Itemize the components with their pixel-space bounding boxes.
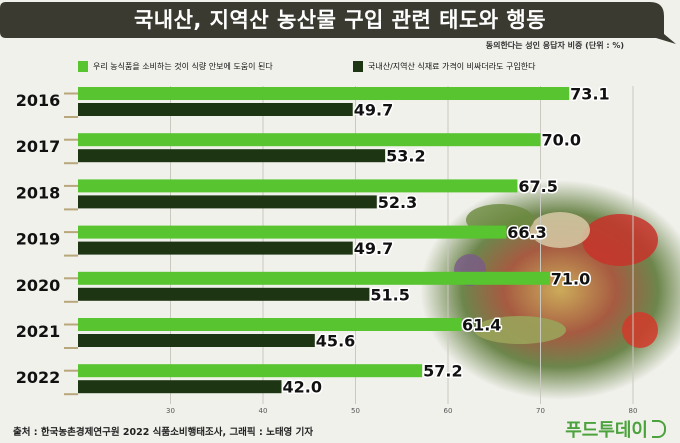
category-labels: 2016 2017 2018 2019 2020 2021 2022 [16,91,61,387]
brand-logo-icon [652,420,666,438]
bar-series-2 [78,195,377,209]
data-label: 45.6 [316,332,355,351]
x-tick-label: 30 [166,407,175,415]
bar-series-2 [78,103,353,116]
legend-label-series-1: 우리 농식품을 소비하는 것이 식량 안보에 도움이 된다 [93,62,273,71]
data-label: 70.0 [542,131,581,150]
x-tick-label: 60 [444,407,453,415]
bar-series-1 [78,87,570,100]
category-label: 2018 [16,183,61,202]
legend-item-series-1: 우리 농식품을 소비하는 것이 식량 안보에 도움이 된다 [78,61,273,72]
x-tick-label: 40 [259,407,268,415]
bar-series-1 [78,318,461,331]
data-label: 52.3 [378,193,417,212]
data-label-halo: 49.7 [354,239,393,258]
data-label: 42.0 [283,378,322,397]
category-label: 2016 [16,91,61,110]
category-label: 2022 [16,368,61,387]
data-label: 53.2 [386,147,425,166]
data-label-halo: 67.5 [518,177,557,196]
bar-series-1 [78,133,541,147]
brand-logo-text: 푸드투데이 [565,420,648,441]
legend-item-series-2: 국내산/지역산 식재료 가격이 비싸더라도 구입한다 [353,61,535,72]
bar-series-1 [78,364,423,378]
data-label-halo: 42.0 [283,378,322,397]
legend-swatch-series-1 [78,61,88,72]
data-label: 49.7 [354,101,393,120]
category-label: 2021 [16,322,61,341]
data-label: 67.5 [518,177,557,196]
bar-series-2 [78,334,315,347]
data-label-halo: 61.4 [462,316,501,335]
category-label: 2020 [16,276,61,295]
x-tick-label: 70 [536,407,545,415]
data-label-halo: 51.5 [370,285,409,304]
data-label-halo: 45.6 [316,332,355,351]
data-label: 49.7 [354,239,393,258]
data-label: 51.5 [370,285,409,304]
data-label-halo: 57.2 [423,362,462,381]
source-credit: 출처 : 한국농촌경제연구원 2022 식품소비행태조사, 그래픽 : 노태영 … [13,427,314,438]
title-banner-shape [0,2,676,44]
category-label: 2019 [16,230,61,249]
data-label: 73.1 [570,85,609,104]
data-label: 71.0 [551,269,590,288]
bars [78,87,570,394]
data-label-halo: 49.7 [354,101,393,120]
x-tick-label: 80 [629,407,638,415]
data-label-halo: 73.1 [570,85,609,104]
data-label: 66.3 [507,223,546,242]
data-label: 61.4 [462,316,501,335]
data-label-halo: 70.0 [542,131,581,150]
bar-series-1 [78,179,518,193]
x-tick-labels: 30 40 50 60 70 80 [166,407,637,415]
bar-series-2 [78,287,370,301]
legend-swatch-series-2 [353,61,363,72]
bar-series-1 [78,225,507,239]
data-label-halo: 52.3 [378,193,417,212]
category-label: 2017 [16,137,61,156]
brand-logo: 푸드투데이 [565,416,666,442]
data-label-halo: 53.2 [386,147,425,166]
bar-series-2 [78,241,353,255]
title-banner: 국내산, 지역산 농산물 구입 관련 태도와 행동 [0,0,680,46]
legend-label-series-2: 국내산/지역산 식재료 가격이 비싸더라도 구입한다 [368,62,536,71]
x-tick-label: 50 [351,407,360,415]
bar-series-2 [78,149,386,163]
legend: 우리 농식품을 소비하는 것이 식량 안보에 도움이 된다 국내산/지역산 식재… [60,61,600,77]
page-title: 국내산, 지역산 농산물 구입 관련 태도와 행동 [133,8,547,32]
value-labels: 73.173.149.749.770.070.053.253.267.567.5… [281,83,611,398]
data-label: 57.2 [423,362,462,381]
data-label-halo: 71.0 [551,269,590,288]
bar-series-2 [78,380,282,394]
unit-note: 동의한다는 성인 응답자 비중 (단위 : %) [485,41,624,50]
data-label-halo: 66.3 [507,223,546,242]
bar-series-1 [78,271,550,285]
